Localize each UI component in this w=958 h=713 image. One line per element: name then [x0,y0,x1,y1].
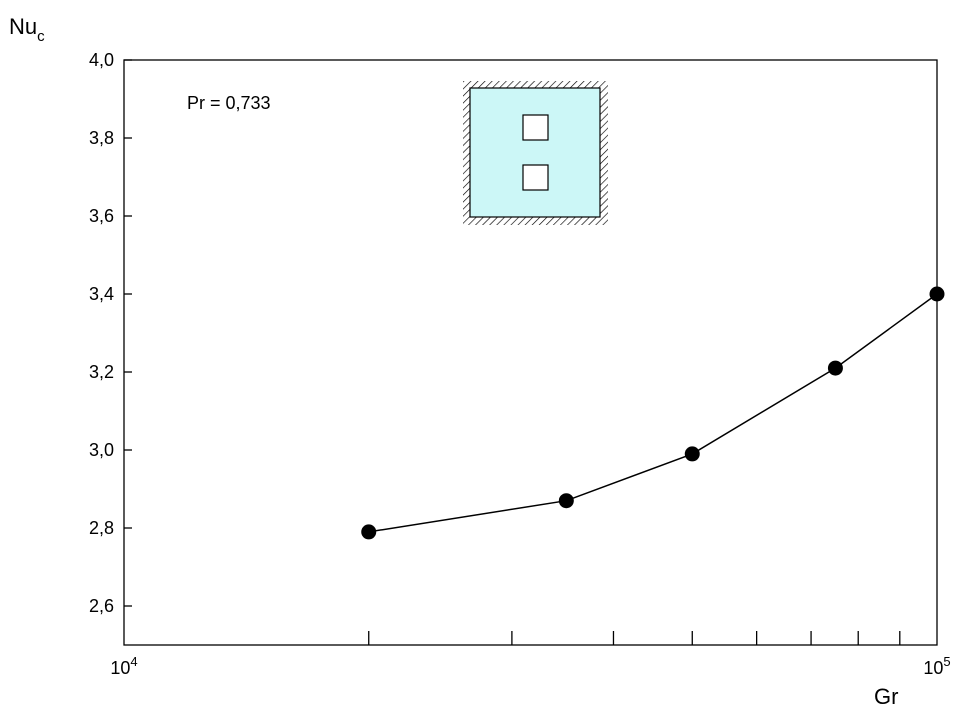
data-point [558,493,574,509]
y-axis-title-subscript: c [37,28,45,45]
lower-square-block [522,164,549,191]
y-tick-label: 3,6 [89,206,114,226]
upper-square-block [522,114,549,141]
y-tick-label: 3,0 [89,440,114,460]
data-point [827,360,843,376]
data-point [684,446,700,462]
y-tick-label: 4,0 [89,50,114,70]
data-series [361,286,945,540]
y-tick-label: 2,8 [89,518,114,538]
plot-frame [123,59,938,646]
data-point [361,524,377,540]
y-axis-title: Nuc [9,14,45,45]
inset-cavity-diagram [463,81,608,225]
x-tick-label: 104 [110,654,137,678]
x-axis-title: Gr [874,684,898,709]
y-tick-label: 3,4 [89,284,114,304]
x-tick-label: 105 [923,654,950,678]
y-axis-ticks: 2,6 2,8 3,0 3,2 3,4 3,6 3,8 4,0 [89,50,132,616]
x-axis-ticks: 104 105 [110,631,951,678]
series-line [368,293,938,533]
y-tick-label: 3,8 [89,128,114,148]
y-tick-label: 3,2 [89,362,114,382]
y-tick-label: 2,6 [89,596,114,616]
data-point [929,286,945,302]
pr-annotation: Pr = 0,733 [187,93,271,113]
cavity-fluid-region [469,87,601,218]
